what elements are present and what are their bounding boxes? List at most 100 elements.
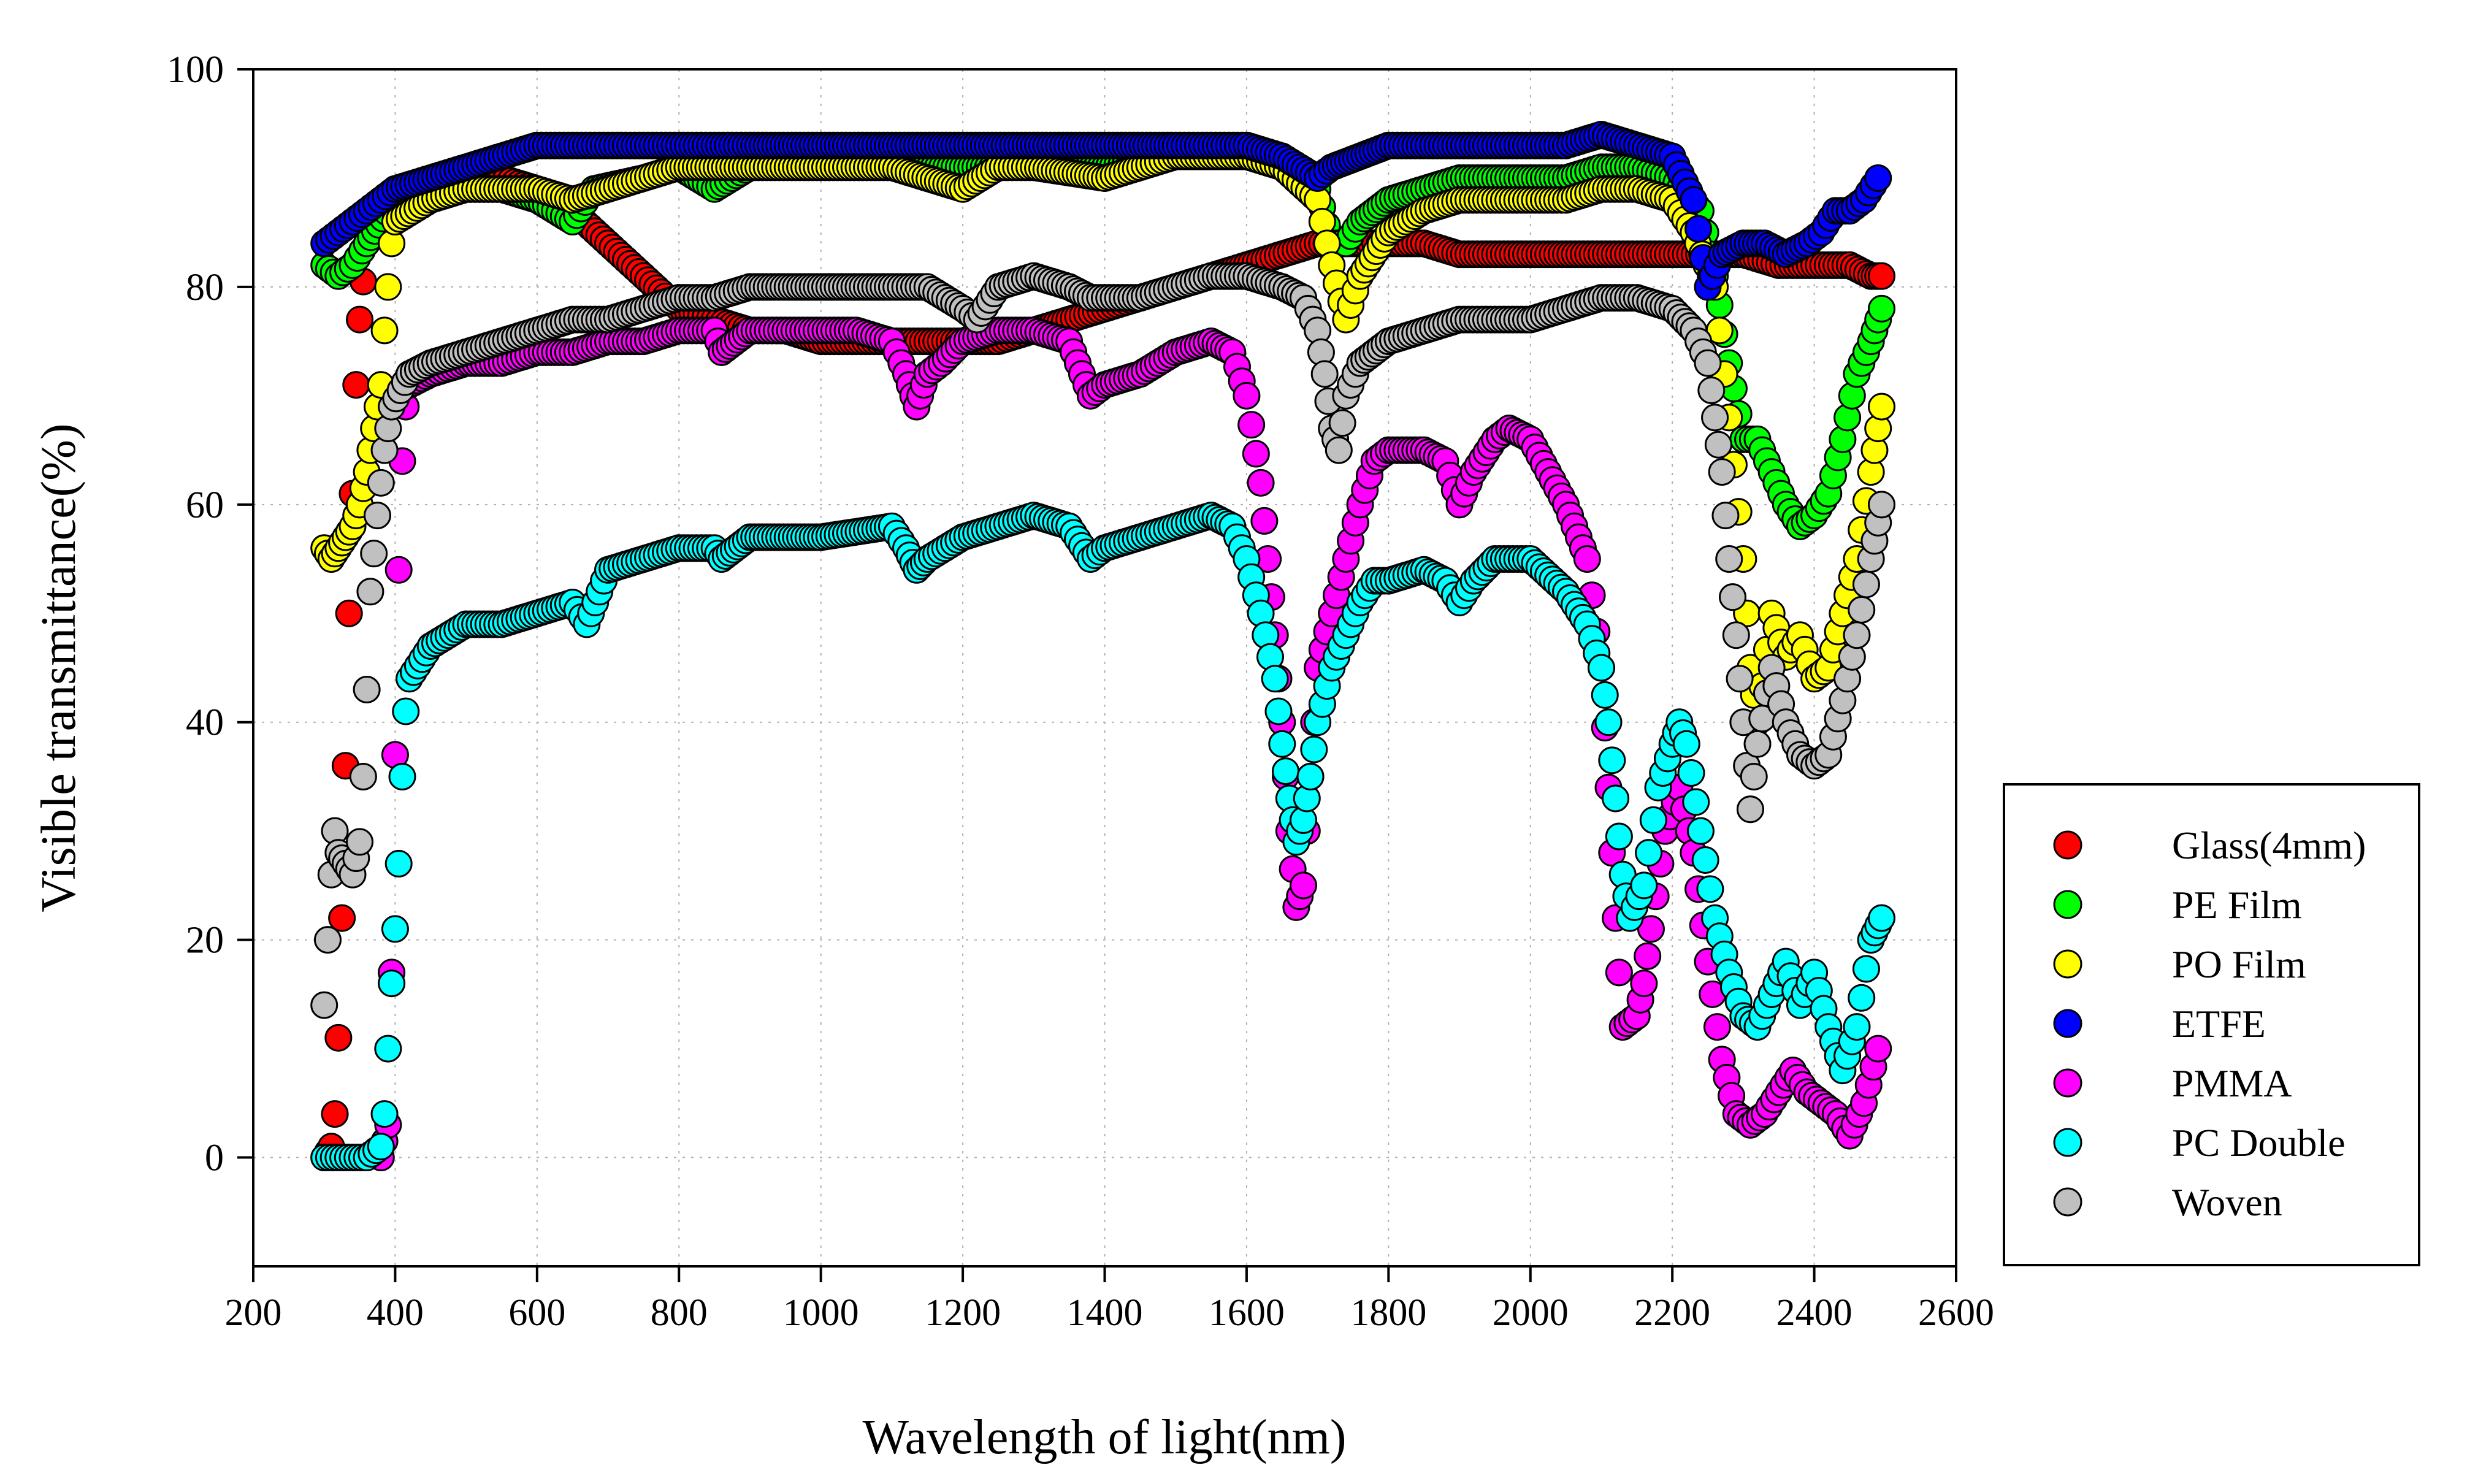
legend-label: PO Film	[2172, 943, 2306, 986]
x-tick-label: 800	[651, 1292, 708, 1334]
data-point	[349, 762, 377, 790]
legend-marker	[2053, 1009, 2082, 1038]
data-point	[1310, 360, 1339, 388]
x-tick-label: 1800	[1350, 1292, 1426, 1334]
data-point	[1708, 458, 1736, 486]
legend: Glass(4mm) PE Film PO Film ETFE PMMA PC Doubl…	[2003, 783, 2420, 1266]
y-tick-label: 100	[167, 49, 224, 91]
data-point	[1868, 491, 1896, 519]
data-point	[392, 697, 420, 725]
data-point	[1605, 958, 1633, 987]
y-tick-label: 60	[186, 484, 224, 526]
x-tick-label: 1000	[783, 1292, 859, 1334]
data-point	[1677, 759, 1705, 787]
legend-marker	[2053, 1128, 2082, 1157]
data-point	[1852, 570, 1880, 599]
data-point	[1843, 621, 1871, 649]
data-point	[1684, 215, 1713, 243]
data-point	[367, 469, 395, 497]
y-tick-label: 80	[186, 267, 224, 308]
data-point	[1736, 795, 1764, 824]
data-point	[1704, 430, 1732, 459]
data-point	[1247, 469, 1275, 497]
data-point	[1587, 654, 1615, 682]
data-point	[346, 305, 374, 334]
y-tick-label: 40	[186, 702, 224, 744]
data-point	[1691, 846, 1719, 874]
data-point	[1852, 955, 1880, 983]
legend-marker	[2053, 1187, 2082, 1217]
data-point	[1602, 784, 1630, 813]
legend-label: PMMA	[2172, 1061, 2292, 1105]
data-point	[1573, 545, 1601, 573]
x-tick-label: 1200	[925, 1292, 1001, 1334]
x-tick-label: 1600	[1209, 1292, 1285, 1334]
data-point	[1242, 440, 1270, 468]
data-point	[335, 599, 363, 627]
data-point	[1722, 621, 1750, 649]
data-point	[388, 762, 416, 790]
data-point	[1703, 1013, 1731, 1041]
series-woven	[310, 262, 1896, 1019]
data-point	[1848, 984, 1876, 1012]
x-tick-label: 600	[508, 1292, 565, 1334]
x-tick-label: 200	[225, 1292, 282, 1334]
legend-label: PE Film	[2172, 883, 2302, 927]
data-point	[1261, 665, 1289, 693]
data-point	[1715, 545, 1743, 573]
legend-label: Woven	[2172, 1180, 2282, 1224]
data-point	[363, 502, 391, 530]
data-point	[1740, 762, 1768, 790]
data-point	[1598, 746, 1626, 775]
data-point	[1264, 697, 1293, 725]
x-tick-label: 2400	[1776, 1292, 1852, 1334]
data-point	[321, 1100, 349, 1128]
data-point	[1719, 583, 1747, 611]
data-point	[1272, 757, 1300, 786]
data-point	[1250, 507, 1279, 535]
legend-label: ETFE	[2172, 1002, 2266, 1046]
y-tick-label: 20	[186, 920, 224, 962]
data-point	[346, 828, 374, 856]
data-point	[1233, 381, 1261, 410]
data-point	[1594, 708, 1623, 736]
data-point	[1848, 595, 1876, 624]
legend-marker	[2053, 890, 2082, 919]
data-point	[1868, 262, 1896, 290]
data-point	[367, 1133, 395, 1161]
x-tick-label: 2000	[1493, 1292, 1569, 1334]
data-point	[1868, 392, 1896, 421]
data-point	[342, 371, 370, 399]
data-point	[370, 1100, 399, 1128]
data-point	[1630, 970, 1658, 998]
data-point	[1682, 788, 1710, 816]
data-point	[1289, 871, 1317, 900]
data-point	[1328, 409, 1356, 437]
x-tick-label: 400	[367, 1292, 424, 1334]
data-point	[1868, 294, 1896, 323]
data-point	[1634, 942, 1662, 970]
data-point	[1680, 186, 1708, 214]
data-point	[1864, 1035, 1892, 1063]
data-point	[384, 849, 413, 878]
data-point	[1726, 665, 1754, 693]
data-point	[1711, 502, 1740, 530]
x-tick-label: 1400	[1067, 1292, 1143, 1334]
data-point	[1635, 839, 1663, 867]
data-point	[1701, 404, 1729, 432]
legend-marker	[2053, 830, 2082, 860]
data-point	[1296, 762, 1325, 790]
data-point	[384, 556, 413, 584]
axis-ticks: 200 400 600 800 1000 1200 1400 1600 1800 2000 2200…	[167, 49, 1994, 1334]
legend-marker	[2053, 1068, 2082, 1098]
data-point	[1325, 436, 1353, 464]
data-point	[1686, 817, 1715, 845]
data-point	[1268, 730, 1296, 758]
data-point	[370, 316, 399, 345]
data-point	[1694, 349, 1722, 377]
data-point	[1864, 164, 1892, 192]
x-tick-label: 2200	[1634, 1292, 1710, 1334]
data-point	[356, 578, 384, 606]
data-point	[1591, 681, 1619, 709]
